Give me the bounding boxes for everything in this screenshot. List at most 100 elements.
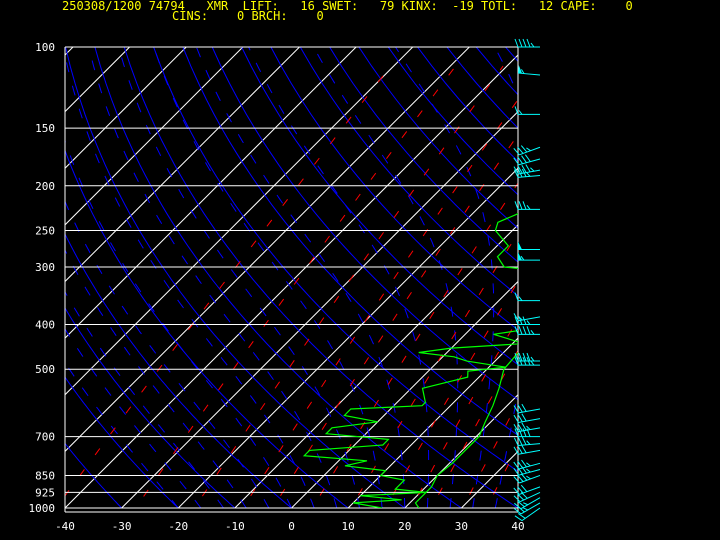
- wind-barb-feather: [526, 205, 531, 210]
- wind-barb: [513, 473, 541, 484]
- y-tick-label: 925: [35, 486, 55, 499]
- wind-barb-feather: [521, 413, 527, 422]
- wind-barb-feather: [514, 106, 519, 115]
- wind-barb-feather: [513, 169, 519, 178]
- wind-barb-feather: [530, 167, 535, 172]
- wind-barb-feather: [513, 414, 519, 423]
- wind-barb-feather: [526, 357, 531, 366]
- wind-barb-feather: [518, 326, 523, 335]
- wind-barb-feather: [514, 38, 519, 48]
- isotherm-line: [461, 450, 518, 508]
- moist-adiabat-line: [65, 290, 224, 508]
- wind-barb: [513, 145, 541, 156]
- y-tick-label: 300: [35, 261, 55, 274]
- mixing-ratio-line: [539, 66, 720, 518]
- wind-barb: [514, 292, 540, 302]
- dry-adiabat-line: [387, 47, 518, 196]
- wind-barb-feather: [514, 326, 519, 335]
- wind-barb-feather: [521, 465, 527, 474]
- isotherm-line: [404, 394, 518, 508]
- wind-barb: [514, 352, 540, 362]
- y-tick-label: 400: [35, 319, 55, 332]
- isotherm-lines: [65, 47, 518, 508]
- dry-adiabat-line: [358, 47, 518, 229]
- wind-barb-pennant: [518, 252, 522, 261]
- isotherm-line: [65, 47, 244, 226]
- wind-barb-feather: [513, 467, 520, 476]
- wind-barb-feather: [517, 474, 524, 482]
- wind-barb-feather: [526, 147, 531, 152]
- isotherm-line: [65, 47, 470, 453]
- mixing-ratio-line: [350, 232, 518, 508]
- wind-barb-feather: [524, 154, 531, 162]
- x-tick-label: 40: [511, 520, 524, 533]
- wind-barb-feather: [517, 423, 523, 432]
- wind-barb-pennant: [518, 65, 523, 74]
- x-tick-label: 20: [398, 520, 411, 533]
- mixing-ratio-line: [385, 280, 518, 508]
- wind-barb-feather: [521, 436, 527, 446]
- wind-barb-feather: [526, 38, 531, 48]
- wind-barb-feather: [521, 155, 527, 163]
- wind-barb-feather: [513, 487, 520, 495]
- dry-adiabat-line: [417, 47, 518, 163]
- wind-barb-feather: [526, 320, 531, 325]
- wind-barb-feather: [517, 493, 525, 501]
- wind-barb-feather: [526, 475, 531, 480]
- wind-barb-feather: [521, 164, 527, 173]
- dry-adiabat-line: [329, 47, 518, 263]
- wind-barb-feather: [514, 508, 522, 515]
- y-tick-label: 200: [35, 180, 55, 193]
- dry-adiabat-line: [65, 442, 123, 508]
- wind-barb-feather: [526, 428, 531, 437]
- isotherm-line: [65, 54, 518, 508]
- dry-adiabat-line: [241, 47, 518, 366]
- dry-adiabat-line: [65, 47, 406, 508]
- dewpoint-profile: [302, 213, 518, 508]
- mixing-ratio-line: [65, 65, 392, 497]
- wind-barbs: [513, 38, 541, 522]
- wind-barb-feather: [523, 502, 529, 506]
- moist-adiabat-line: [395, 47, 495, 508]
- x-tick-label: -10: [225, 520, 245, 533]
- wind-barb-feather: [517, 500, 525, 508]
- wind-barb-feather: [514, 316, 519, 325]
- wind-barb-shaft: [519, 474, 541, 484]
- dry-adiabat-line: [65, 307, 236, 508]
- wind-barb: [513, 168, 541, 178]
- header-line1: 250308/1200 74794 XMR LIFT: 16 SWET: 79 …: [62, 0, 633, 13]
- wind-barb-feather: [513, 313, 519, 321]
- wind-barb-feather: [517, 165, 523, 174]
- wind-barb-feather: [517, 506, 525, 513]
- moist-adiabat-line: [494, 47, 518, 508]
- wind-barb-feather: [514, 428, 519, 437]
- dry-adiabat-line: [446, 47, 518, 129]
- wind-barb: [513, 445, 541, 455]
- wind-barb-feather: [521, 168, 527, 177]
- moist-adiabat-line: [65, 328, 202, 508]
- isotherm-line: [65, 47, 357, 339]
- wind-barb-feather: [520, 145, 528, 153]
- mixing-ratio-line: [410, 317, 518, 508]
- wind-barb: [514, 326, 540, 335]
- y-tick-label: 500: [35, 363, 55, 376]
- wind-barb: [518, 65, 541, 76]
- wind-barb-feather: [518, 296, 523, 301]
- wind-barb: [514, 38, 540, 48]
- wind-barb-shaft: [519, 146, 541, 156]
- wind-barb-feather: [518, 428, 523, 437]
- wind-barb-feather: [520, 255, 525, 261]
- wind-barb-feather: [513, 424, 519, 432]
- wind-barb-feather: [513, 157, 520, 166]
- dry-adiabat-line: [475, 47, 518, 96]
- wind-barb-feather: [513, 147, 520, 156]
- wind-barb-feather: [518, 357, 523, 366]
- dry-adiabat-line: [65, 376, 180, 508]
- dry-adiabat-lines: [65, 47, 518, 508]
- wind-barb-feather: [526, 440, 531, 445]
- isotherm-line: [65, 47, 187, 169]
- isotherm-line: [65, 47, 414, 396]
- wind-barb-feather: [517, 513, 526, 519]
